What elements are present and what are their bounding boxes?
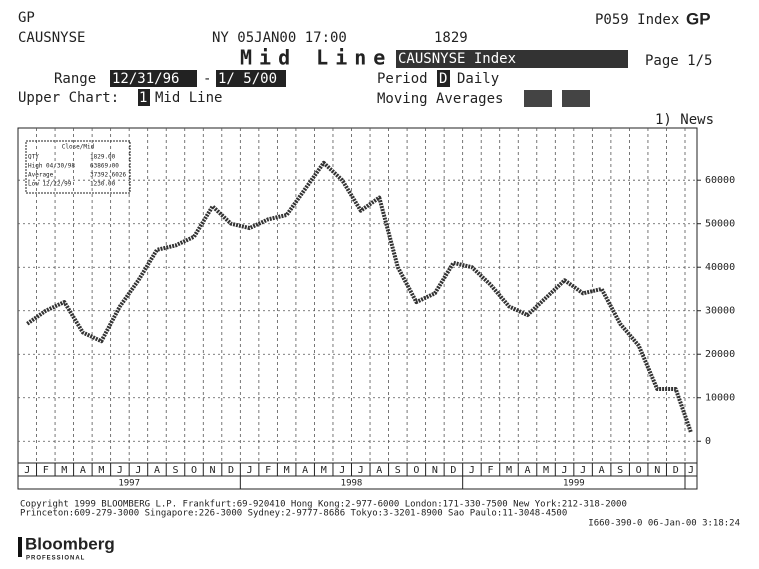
- x-tick-label: D: [228, 465, 234, 476]
- stats-value: 37392.6026: [90, 172, 127, 179]
- footer-line: Copyright 1999 BLOOMBERG L.P. Frankfurt:…: [20, 500, 627, 510]
- x-tick-label: J: [247, 465, 253, 476]
- period-box: [437, 70, 450, 87]
- security: CAUSNYSE Index: [398, 51, 516, 67]
- x-tick-label: J: [117, 465, 123, 476]
- range-start-box: [110, 70, 197, 87]
- range-end: 1/ 5/00: [218, 71, 277, 87]
- x-tick-label: M: [284, 465, 290, 476]
- range-label: Range: [54, 71, 96, 87]
- stats-value: 1829.00: [90, 154, 116, 161]
- y-tick-label: 50000: [705, 219, 735, 230]
- y-tick-label: 30000: [705, 306, 735, 317]
- stats-label: Average: [28, 172, 54, 179]
- brand-bar: [18, 537, 22, 557]
- moving-averages: Moving Averages: [377, 91, 503, 107]
- x-tick-label: F: [43, 465, 49, 476]
- datetime: NY 05JAN00 17:00: [212, 30, 347, 46]
- stats-label: Low 12/22/99: [28, 181, 72, 188]
- news[interactable]: 1) News: [655, 112, 714, 128]
- x-tick-label: S: [617, 465, 623, 476]
- x-tick-label: J: [469, 465, 475, 476]
- upper-chart-code: 1: [139, 90, 147, 106]
- page-code: P059 Index: [595, 12, 679, 28]
- ma-box[interactable]: [562, 90, 590, 107]
- x-tick-label: M: [61, 465, 67, 476]
- y-tick-label: 20000: [705, 349, 735, 360]
- x-tick-label: N: [432, 465, 438, 476]
- footer-line: Princeton:609-279-3000 Singapore:226-300…: [20, 509, 567, 519]
- function: GP: [686, 9, 711, 28]
- stats-value: 63869.00: [90, 163, 119, 170]
- x-tick-label: A: [302, 465, 308, 476]
- x-tick-label: O: [413, 465, 419, 476]
- ma-box[interactable]: [524, 90, 552, 107]
- brand: Bloomberg: [25, 534, 115, 553]
- x-tick-label: A: [154, 465, 160, 476]
- x-tick-label: J: [580, 465, 586, 476]
- data-line: [26, 160, 693, 434]
- x-tick-label: D: [673, 465, 679, 476]
- y-tick-label: 0: [705, 436, 711, 447]
- y-tick-label: 10000: [705, 393, 735, 404]
- x-tick-label: M: [98, 465, 104, 476]
- x-tick-label: J: [688, 465, 694, 476]
- year-label: 1997: [118, 479, 140, 489]
- period-label: Period: [377, 71, 428, 87]
- x-tick-label: A: [524, 465, 530, 476]
- year-label: 1998: [341, 479, 363, 489]
- x-tick-label: M: [321, 465, 327, 476]
- range-end-box: [216, 70, 286, 87]
- x-tick-label: S: [172, 465, 178, 476]
- x-tick-label: A: [376, 465, 382, 476]
- ticker-short: GP: [18, 10, 35, 26]
- x-tick-label: A: [599, 465, 605, 476]
- last-price: 1829: [434, 30, 468, 46]
- x-tick-label: F: [265, 465, 271, 476]
- x-tick-label: N: [654, 465, 660, 476]
- range-sep: -: [203, 71, 211, 87]
- upper-chart: Mid Line: [155, 90, 222, 106]
- upper-chart-box: [138, 89, 150, 106]
- range-start: 12/31/96: [112, 71, 179, 87]
- plot-frame: [17, 127, 698, 490]
- x-tick-label: A: [80, 465, 86, 476]
- x-tick-label: J: [24, 465, 30, 476]
- brand-sub: PROFESSIONAL: [26, 556, 85, 562]
- stats-label: QTY: [28, 154, 39, 161]
- stats-frame: [25, 140, 131, 194]
- x-tick-label: J: [358, 465, 364, 476]
- x-tick-label: M: [543, 465, 549, 476]
- y-tick-label: 60000: [705, 175, 735, 186]
- security-box: [396, 50, 628, 68]
- ticker: CAUSNYSE: [18, 30, 85, 46]
- x-tick-label: O: [191, 465, 197, 476]
- period-code: D: [439, 71, 447, 87]
- y-tick-label: 40000: [705, 262, 735, 273]
- x-tick-label: F: [487, 465, 493, 476]
- title: Mid Line: [240, 46, 392, 70]
- x-tick-label: O: [636, 465, 642, 476]
- stats-label: High 04/30/98: [28, 163, 75, 170]
- x-tick-label: J: [562, 465, 568, 476]
- x-tick-label: D: [450, 465, 456, 476]
- x-tick-label: S: [395, 465, 401, 476]
- stats-value: 1230.00: [90, 181, 116, 188]
- x-tick-label: N: [210, 465, 216, 476]
- stats-title: Close/Mid: [62, 144, 95, 151]
- page: Page 1/5: [645, 53, 712, 69]
- period: Daily: [457, 71, 499, 87]
- stats-box: Close/Mid QTY 1829.00 High 04/30/98 63869.00…: [25, 140, 131, 194]
- x-tick-label: J: [135, 465, 141, 476]
- upper-chart-label: Upper Chart:: [18, 90, 119, 106]
- x-tick-label: M: [506, 465, 512, 476]
- year-label: 1999: [563, 479, 585, 489]
- footer-line: I660-390-0 06-Jan-00 3:18:24: [588, 519, 740, 529]
- x-tick-label: J: [339, 465, 345, 476]
